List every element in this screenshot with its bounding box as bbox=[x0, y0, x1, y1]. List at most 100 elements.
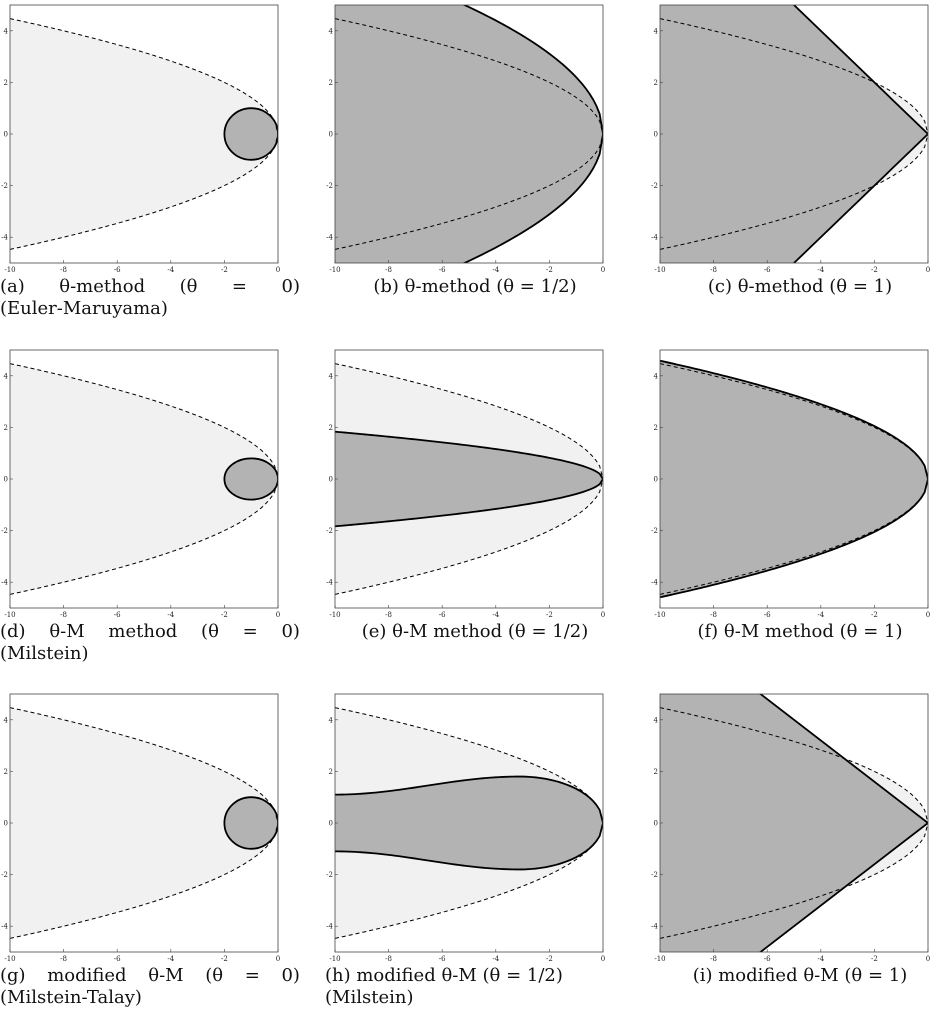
caption-d-token: (d) bbox=[0, 621, 26, 642]
plot-area bbox=[10, 18, 278, 250]
x-tick-label: -4 bbox=[817, 955, 824, 963]
caption-a-token: θ-method bbox=[59, 276, 146, 297]
y-tick-label: -2 bbox=[651, 871, 658, 879]
x-tick-label: -8 bbox=[710, 611, 717, 619]
y-tick-label: 4 bbox=[329, 716, 334, 724]
plot-area bbox=[660, 694, 928, 952]
caption-g: (g) modified θ-M (θ = 0) (Milstein-Talay… bbox=[0, 965, 300, 1009]
y-tick-label: 0 bbox=[329, 476, 333, 484]
stable-region-boundary-upper bbox=[335, 775, 603, 824]
stable-region-fill bbox=[335, 5, 603, 263]
x-tick-label: -10 bbox=[329, 266, 340, 274]
plot-area bbox=[660, 5, 928, 263]
reference-boundary-upper bbox=[335, 707, 603, 824]
caption-g-line-1: (g) modified θ-M (θ = 0) bbox=[0, 965, 300, 987]
x-tick-label: 0 bbox=[276, 955, 280, 963]
caption-i-line-1: (i) modified θ-M (θ = 1) bbox=[692, 965, 908, 986]
plot-f: -10 -8 -6 -4 -2 0 4 2 0 -2 -4 bbox=[651, 349, 930, 619]
x-tick-label: -6 bbox=[114, 611, 121, 619]
x-tick-label: -10 bbox=[329, 611, 340, 619]
y-tick-label: -4 bbox=[651, 923, 658, 931]
panel-i: -10 -8 -6 -4 -2 0 4 2 0 -2 -4 (i) modified θ-M (θ … bbox=[650, 689, 950, 1029]
caption-a: (a) θ-method (θ = 0) (Euler-Maruyama) bbox=[0, 276, 300, 320]
y-tick-label: -4 bbox=[651, 579, 658, 587]
caption-g-line-2: (Milstein-Talay) bbox=[0, 987, 142, 1008]
stable-region-circle bbox=[223, 796, 278, 850]
reference-boundary-lower bbox=[335, 478, 603, 595]
panel-b: -10 -8 -6 -4 -2 0 4 2 0 -2 -4 (b) θ-method (θ = 1/… bbox=[325, 0, 625, 340]
caption-d-token: (θ bbox=[201, 621, 219, 642]
x-tick-label: 0 bbox=[926, 611, 930, 619]
reference-region bbox=[10, 363, 278, 595]
panel-e: -10 -8 -6 -4 -2 0 4 2 0 -2 -4 (e) θ-M method (θ = … bbox=[325, 345, 625, 685]
caption-d-line-2: (Milstein) bbox=[0, 643, 89, 664]
x-tick-label: -4 bbox=[492, 611, 499, 619]
caption-g-token: (θ bbox=[205, 965, 224, 986]
x-tick-label: -6 bbox=[764, 955, 771, 963]
reference-boundary-upper bbox=[335, 18, 603, 135]
x-tick-label: -10 bbox=[4, 611, 15, 619]
stable-region-boundary bbox=[759, 694, 928, 952]
y-tick-label: 0 bbox=[329, 820, 333, 828]
plot-area bbox=[335, 5, 603, 263]
plot-i: -10 -8 -6 -4 -2 0 4 2 0 -2 -4 bbox=[651, 693, 930, 963]
x-tick-label: -2 bbox=[546, 955, 553, 963]
y-tick-label: 2 bbox=[4, 768, 8, 776]
x-tick-label: -8 bbox=[385, 955, 392, 963]
caption-h: (h) modified θ-M (θ = 1/2) (Milstein) bbox=[325, 965, 625, 1009]
x-tick-label: -6 bbox=[439, 611, 446, 619]
caption-g-token: θ-M bbox=[148, 965, 184, 986]
reference-boundary-lower bbox=[10, 133, 278, 250]
stable-region-blob bbox=[223, 457, 278, 501]
plot-e: -10 -8 -6 -4 -2 0 4 2 0 -2 -4 bbox=[326, 349, 605, 619]
plot-area bbox=[660, 359, 928, 599]
y-tick-label: 2 bbox=[654, 79, 658, 87]
x-tick-label: -2 bbox=[871, 955, 878, 963]
y-tick-label: -2 bbox=[1, 871, 8, 879]
caption-a-line-1: (a) θ-method (θ = 0) bbox=[0, 276, 300, 298]
x-tick-label: -4 bbox=[817, 266, 824, 274]
reference-boundary-lower bbox=[335, 133, 603, 250]
panel-g: -10 -8 -6 -4 -2 0 4 2 0 -2 -4 (g) modified θ-M (θ … bbox=[0, 689, 300, 1029]
y-tick-label: 2 bbox=[654, 768, 658, 776]
y-tick-label: 0 bbox=[329, 131, 333, 139]
reference-boundary-lower bbox=[335, 822, 603, 939]
y-tick-label: 4 bbox=[329, 372, 334, 380]
y-tick-label: -2 bbox=[651, 182, 658, 190]
stable-region-circle bbox=[223, 107, 278, 161]
plot-a: -10 -8 -6 -4 -2 0 4 2 0 -2 -4 bbox=[1, 4, 280, 274]
plot-area bbox=[10, 707, 278, 939]
x-tick-label: -2 bbox=[221, 955, 228, 963]
y-tick-label: -4 bbox=[1, 234, 8, 242]
caption-f: (f) θ-M method (θ = 1) bbox=[650, 621, 950, 643]
x-tick-label: -10 bbox=[329, 955, 340, 963]
reference-boundary-upper bbox=[660, 18, 928, 135]
x-tick-label: -6 bbox=[114, 266, 121, 274]
x-tick-label: -6 bbox=[439, 955, 446, 963]
stable-region-boundary-lower bbox=[335, 822, 603, 871]
y-tick-label: -4 bbox=[1, 923, 8, 931]
stable-region-boundary bbox=[660, 359, 928, 599]
reference-boundary-upper bbox=[10, 18, 278, 135]
y-tick-label: 2 bbox=[329, 79, 333, 87]
x-tick-label: -10 bbox=[654, 955, 665, 963]
reference-region bbox=[10, 18, 278, 250]
x-tick-label: -8 bbox=[710, 266, 717, 274]
y-tick-label: 4 bbox=[4, 372, 9, 380]
caption-d: (d) θ-M method (θ = 0) (Milstein) bbox=[0, 621, 300, 665]
caption-a-token: (θ bbox=[179, 276, 198, 297]
x-tick-label: -8 bbox=[60, 266, 67, 274]
caption-g-token: modified bbox=[47, 965, 127, 986]
x-tick-label: -4 bbox=[167, 611, 174, 619]
y-tick-label: 4 bbox=[4, 27, 9, 35]
plot-b: -10 -8 -6 -4 -2 0 4 2 0 -2 -4 bbox=[326, 4, 605, 274]
plot-d: -10 -8 -6 -4 -2 0 4 2 0 -2 -4 bbox=[1, 349, 280, 619]
reference-boundary-upper bbox=[660, 707, 928, 824]
panel-a: -10 -8 -6 -4 -2 0 4 2 0 -2 -4 (a) θ-method (θ = 0)… bbox=[0, 0, 300, 340]
stable-region-fill bbox=[335, 776, 603, 870]
y-tick-label: -2 bbox=[1, 182, 8, 190]
x-tick-label: -10 bbox=[4, 955, 15, 963]
y-tick-label: -4 bbox=[1, 579, 8, 587]
caption-g-token: 0) bbox=[281, 965, 300, 986]
y-tick-label: 4 bbox=[654, 716, 659, 724]
